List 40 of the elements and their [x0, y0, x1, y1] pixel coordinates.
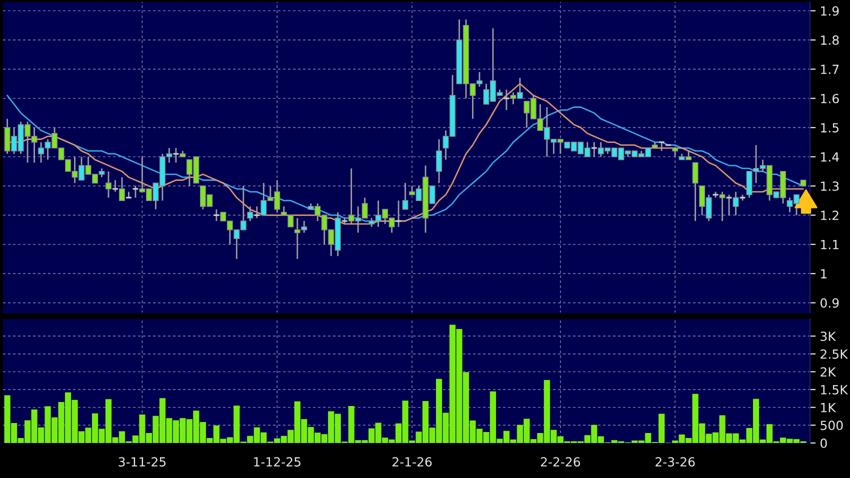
y-tick-label: 500 — [820, 420, 843, 430]
y-tick-label: 1.5K — [821, 385, 848, 394]
x-tick-label: 1-12-25 — [254, 457, 300, 467]
candlestick — [212, 208, 220, 222]
y-tick-label: 1.9 — [821, 6, 839, 16]
x-tick-label: 3-11-25 — [118, 457, 166, 467]
y-tick-label: 1.2 — [821, 210, 838, 220]
y-tick-label: 1.8 — [821, 35, 839, 45]
x-tick-label: 2-2-26 — [540, 457, 580, 467]
y-tick-label: 2K — [820, 367, 836, 376]
y-tick-label: 1.5 — [821, 123, 839, 132]
candlestick — [590, 141, 598, 158]
y-tick-label: 1.6 — [821, 94, 839, 104]
y-tick-label: 1.4 — [821, 152, 839, 162]
y-tick-label: 1 — [821, 269, 827, 278]
candlestick — [726, 194, 733, 216]
candlestick — [172, 147, 180, 164]
candlestick — [732, 191, 739, 216]
candlestick — [125, 191, 132, 198]
y-tick-label: 0.9 — [820, 298, 839, 308]
candlestick — [692, 162, 698, 222]
candlestick — [106, 170, 112, 198]
candlestick — [253, 206, 260, 219]
candlestick — [658, 141, 666, 152]
x-tick-label: 2-1-26 — [392, 457, 432, 467]
y-tick-label: 1.7 — [821, 64, 839, 74]
candlestick — [247, 206, 254, 222]
candlestick — [719, 191, 726, 222]
y-tick-label: 0 — [820, 438, 827, 448]
y-tick-label: 2.5K — [820, 349, 848, 359]
x-tick-label: 2-3-26 — [656, 457, 695, 467]
y-tick-label: 1.1 — [821, 240, 838, 250]
candlestick — [119, 176, 125, 202]
y-tick-label: 1.3 — [821, 181, 839, 191]
y-tick-label: 1K — [821, 403, 836, 412]
y-tick-label: 3K — [820, 332, 836, 342]
candlestick — [112, 179, 119, 193]
candlestick — [402, 182, 408, 210]
candlestick — [436, 138, 442, 184]
candlestick — [395, 200, 402, 228]
